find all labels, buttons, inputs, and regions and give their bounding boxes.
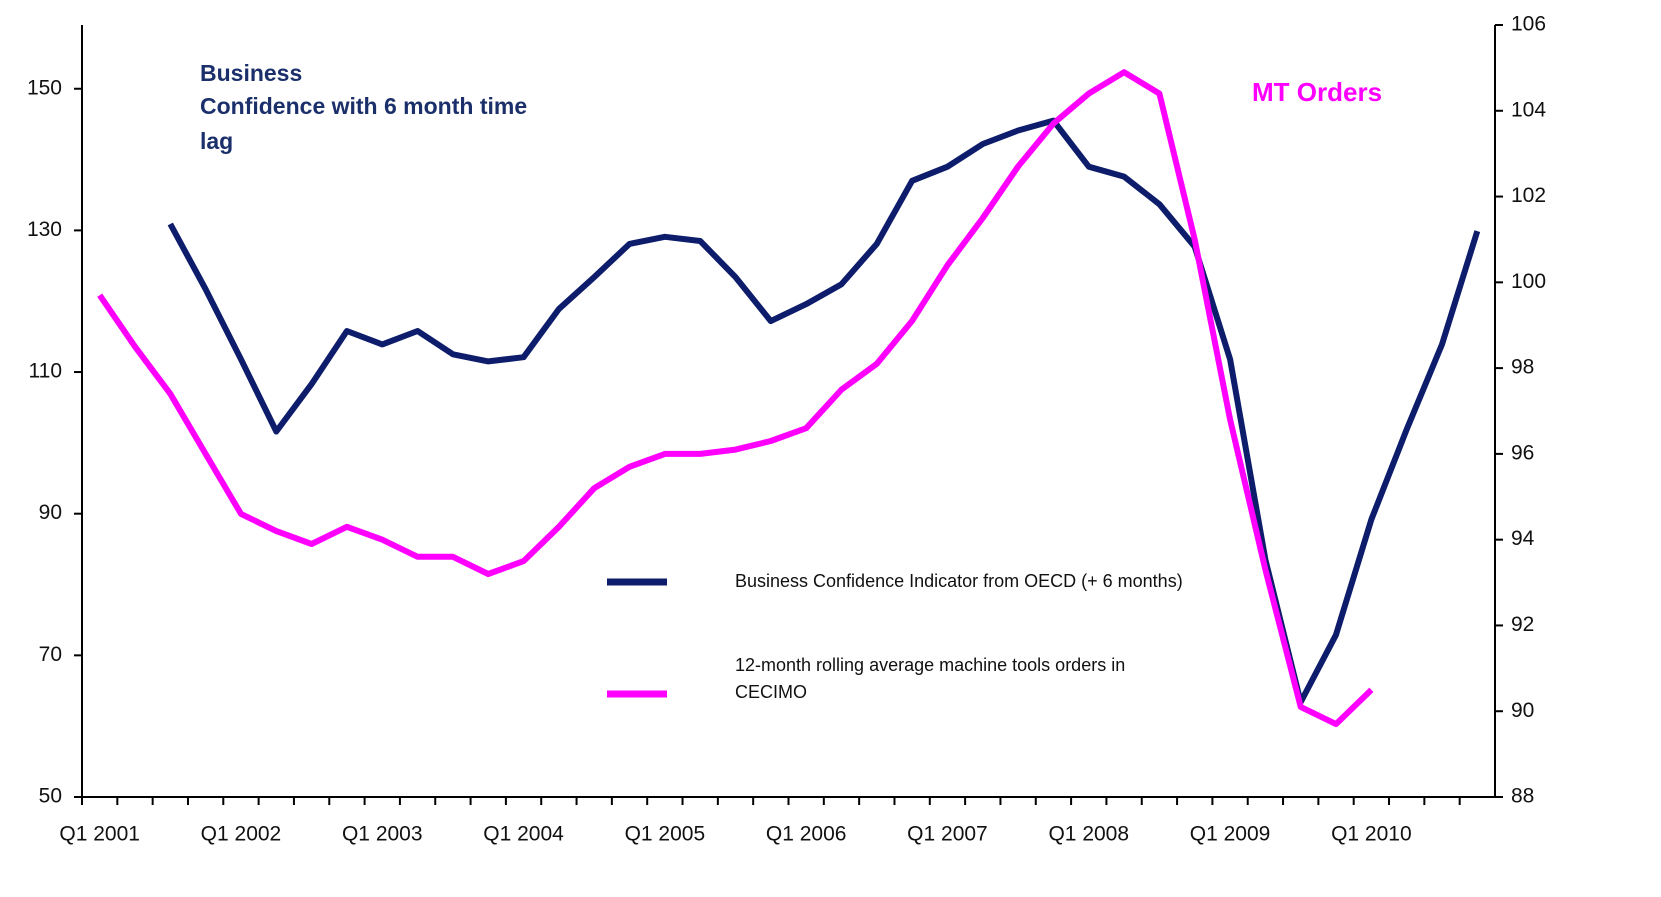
y-tick-label: 150 xyxy=(27,76,62,99)
annotation: lag xyxy=(200,128,233,154)
x-tick-label: Q1 2002 xyxy=(201,823,282,846)
y2-tick-label: 106 xyxy=(1511,13,1546,36)
y-tick-label: 130 xyxy=(27,218,62,241)
x-tick-label: Q1 2001 xyxy=(59,823,140,846)
y2-tick-label: 92 xyxy=(1511,613,1534,636)
series-line xyxy=(97,69,1374,728)
y-tick-label: 90 xyxy=(39,501,62,524)
x-tick-label: Q1 2005 xyxy=(625,823,706,846)
series-line xyxy=(167,117,1481,706)
y2-tick-label: 98 xyxy=(1511,356,1534,379)
x-tick-label: Q1 2008 xyxy=(1048,823,1129,846)
x-tick-label: Q1 2004 xyxy=(483,823,564,846)
y2-tick-label: 100 xyxy=(1511,270,1546,293)
y2-tick-label: 104 xyxy=(1511,98,1546,121)
x-tick-label: Q1 2006 xyxy=(766,823,847,846)
y-tick-label: 70 xyxy=(39,643,62,666)
y-tick-label: 110 xyxy=(29,360,62,383)
x-tick-label: Q1 2007 xyxy=(907,823,988,846)
x-tick-label: Q1 2003 xyxy=(342,823,423,846)
y2-tick-label: 94 xyxy=(1511,527,1535,550)
annotation: Confidence with 6 month time xyxy=(200,93,527,119)
annotation: Business xyxy=(200,60,302,86)
legend-label: Business Confidence Indicator from OECD … xyxy=(735,571,1183,591)
legend-label: 12-month rolling average machine tools o… xyxy=(735,655,1126,702)
y2-tick-label: 90 xyxy=(1511,699,1534,722)
y2-tick-label: 102 xyxy=(1511,184,1546,207)
y2-tick-label: 96 xyxy=(1511,441,1534,464)
annotation: MT Orders xyxy=(1252,77,1382,107)
y-tick-label: 50 xyxy=(39,785,62,808)
y2-tick-label: 88 xyxy=(1511,785,1534,808)
x-tick-label: Q1 2010 xyxy=(1331,823,1412,846)
x-tick-label: Q1 2009 xyxy=(1190,823,1271,846)
